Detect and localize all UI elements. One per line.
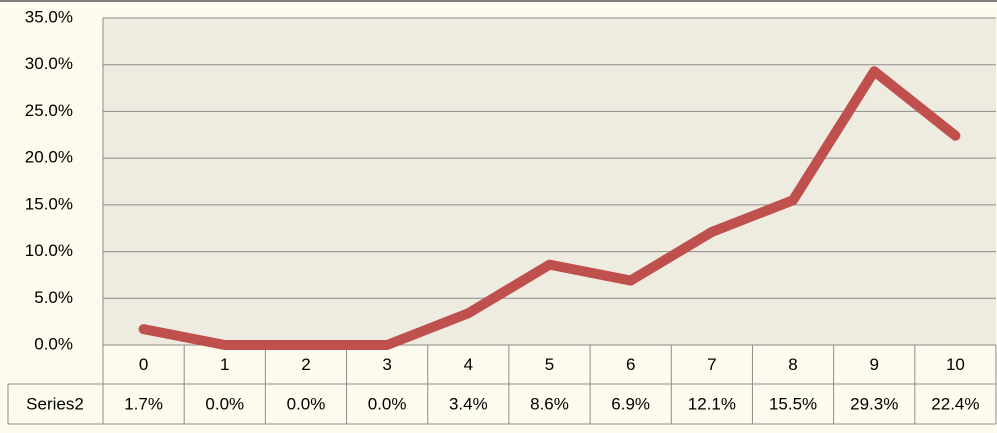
table-value: 15.5%: [769, 394, 817, 413]
table-value: 0.0%: [205, 394, 244, 413]
x-tick-label: 7: [707, 355, 716, 374]
table-value: 12.1%: [688, 394, 736, 413]
x-tick-label: 10: [946, 355, 965, 374]
y-tick-label: 10.0%: [25, 241, 73, 260]
x-tick-label: 6: [626, 355, 635, 374]
x-tick-label: 5: [545, 355, 554, 374]
y-tick-label: 20.0%: [25, 148, 73, 167]
table-value: 0.0%: [368, 394, 407, 413]
table-value: 6.9%: [611, 394, 650, 413]
table-value: 3.4%: [449, 394, 488, 413]
x-tick-label: 2: [301, 355, 310, 374]
x-tick-label: 1: [220, 355, 229, 374]
table-value: 1.7%: [124, 394, 163, 413]
table-value: 8.6%: [530, 394, 569, 413]
y-tick-label: 5.0%: [34, 288, 73, 307]
x-tick-label: 4: [464, 355, 473, 374]
x-tick-label: 9: [869, 355, 878, 374]
x-tick-label: 0: [139, 355, 148, 374]
y-tick-label: 35.0%: [25, 7, 73, 26]
x-tick-label: 8: [788, 355, 797, 374]
line-series: [138, 66, 961, 350]
y-tick-label: 0.0%: [34, 334, 73, 353]
table-series-name: Series2: [26, 394, 84, 413]
table-value: 29.3%: [850, 394, 898, 413]
y-tick-label: 15.0%: [25, 194, 73, 213]
table-value: 22.4%: [931, 394, 979, 413]
x-tick-label: 3: [382, 355, 391, 374]
y-tick-label: 30.0%: [25, 54, 73, 73]
plot-area: [103, 18, 996, 345]
y-tick-label: 25.0%: [25, 101, 73, 120]
table-value: 0.0%: [287, 394, 326, 413]
